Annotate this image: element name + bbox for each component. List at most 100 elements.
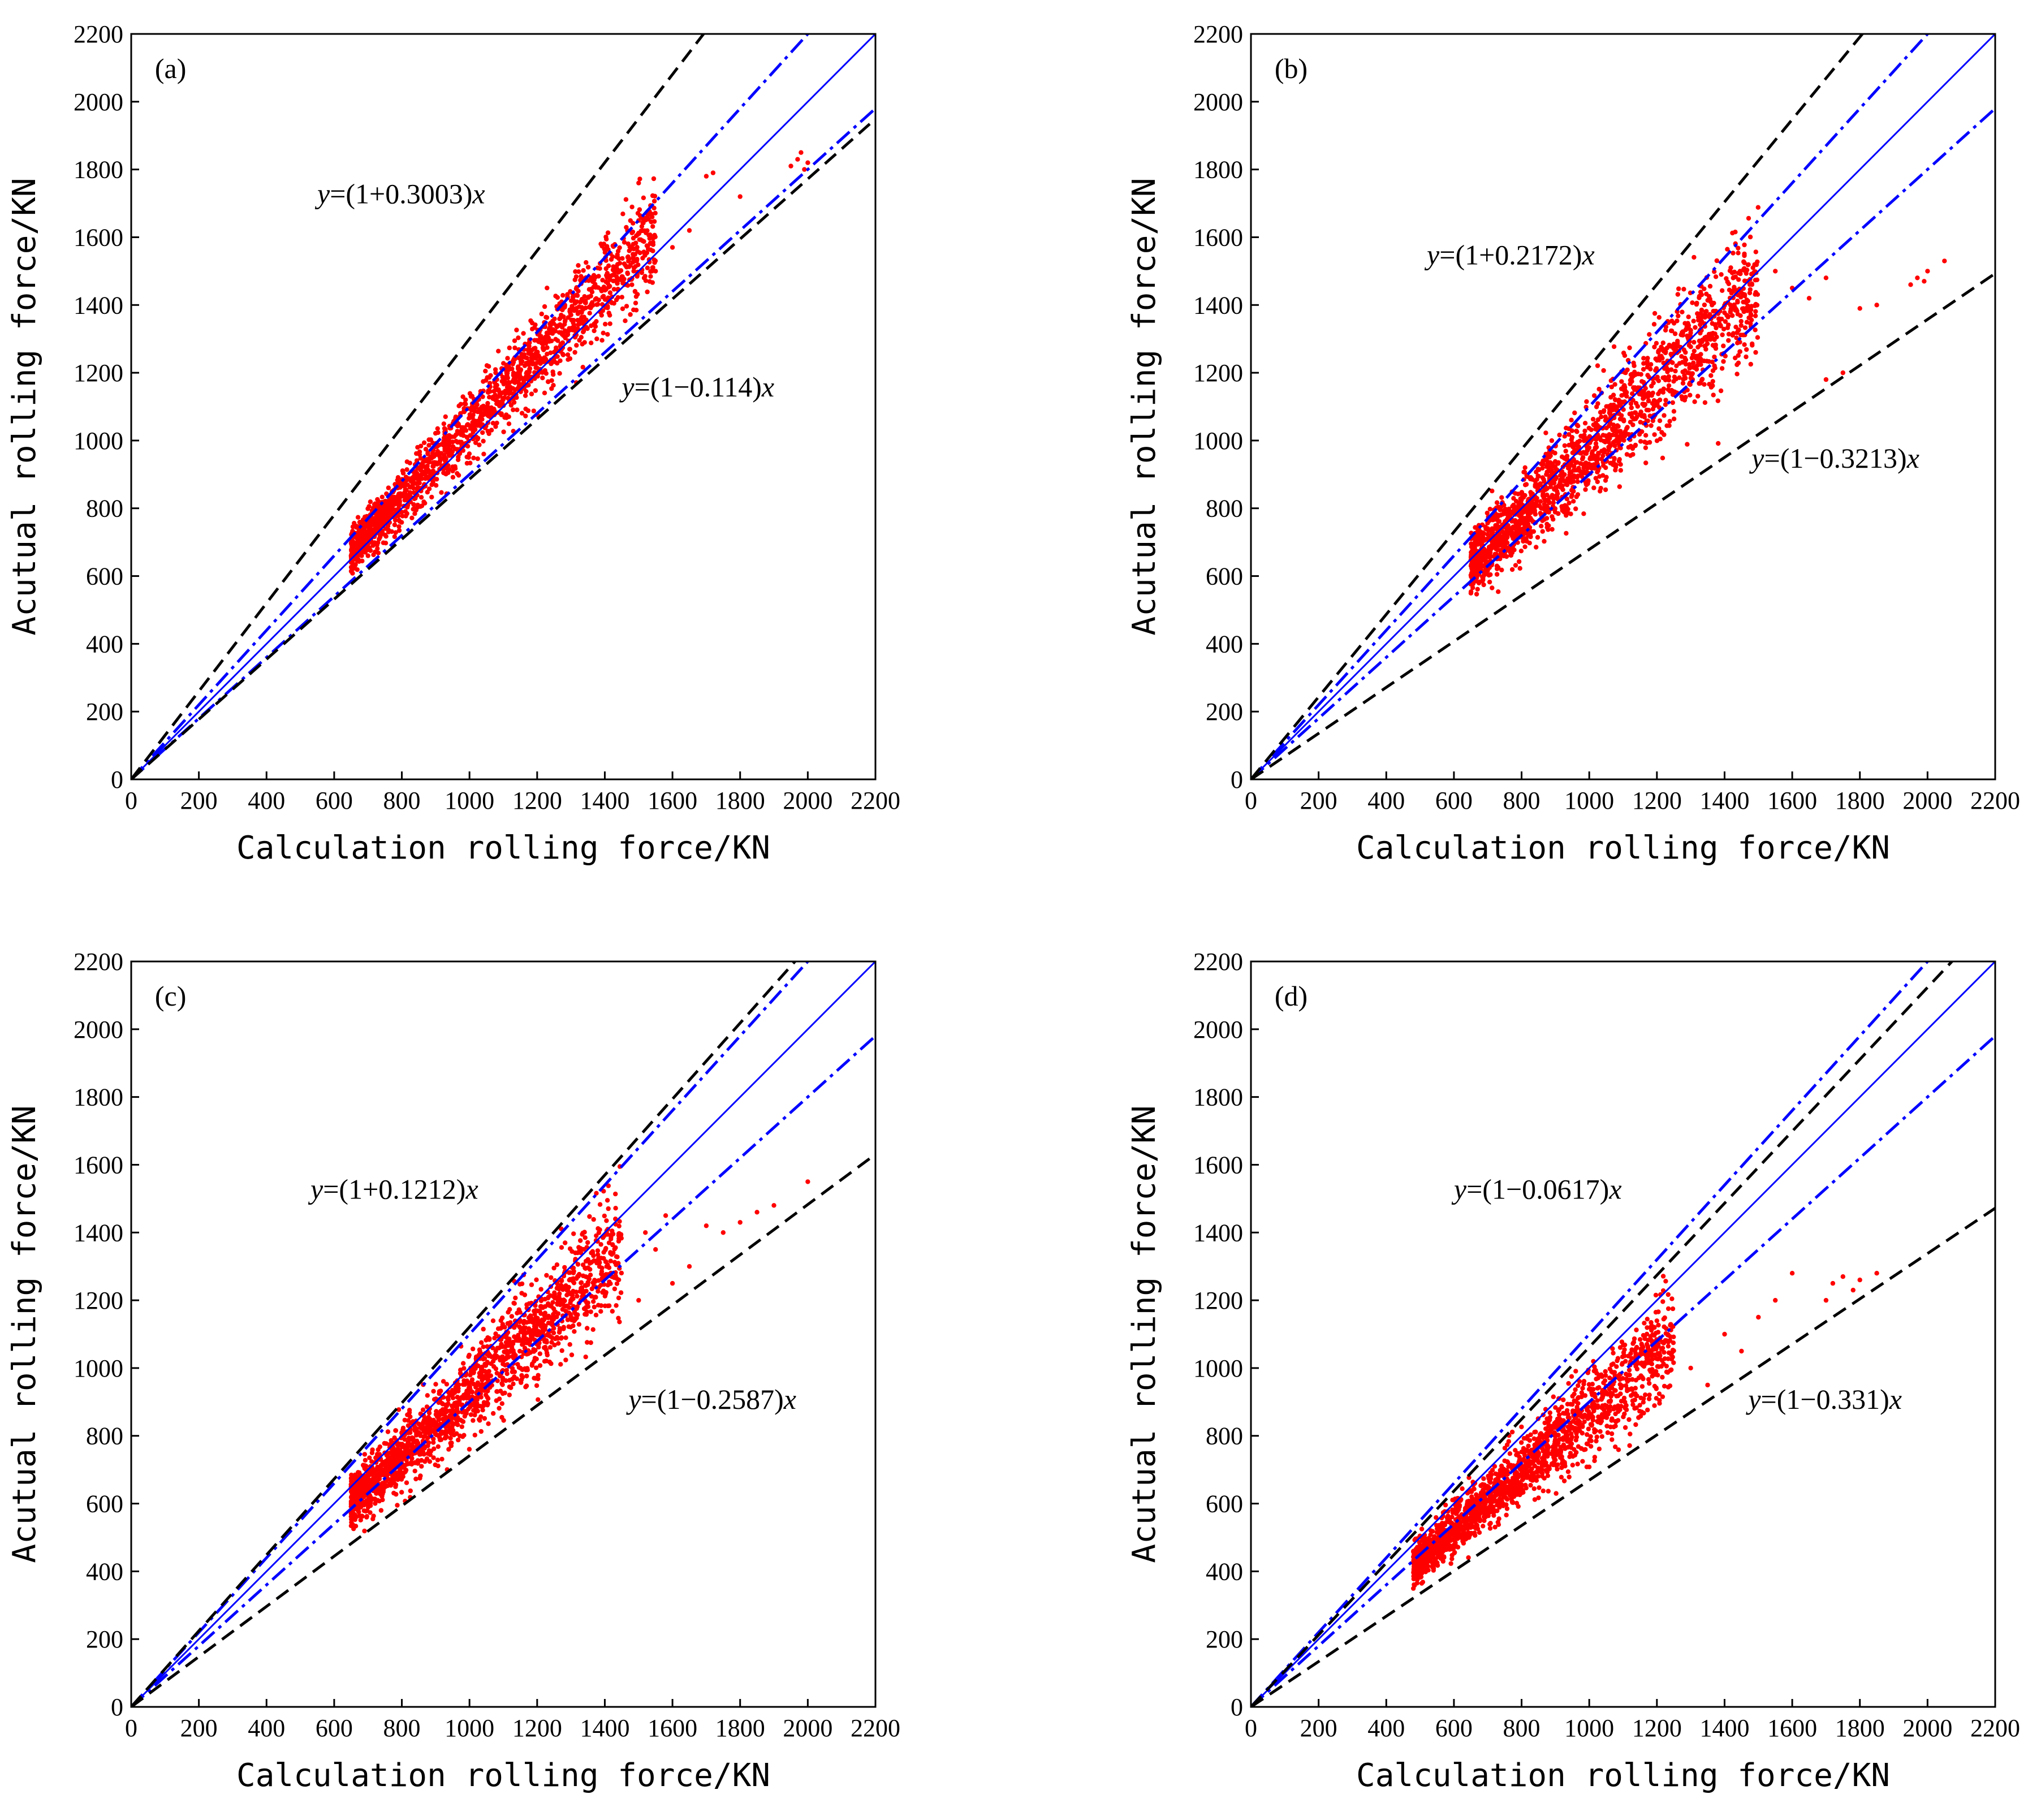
data-point [1544,469,1550,475]
data-point [400,481,405,486]
data-point [535,374,540,379]
data-point [1717,316,1722,321]
data-point [1516,502,1521,507]
data-point [1530,507,1536,512]
data-point [1742,325,1748,330]
data-point [1621,383,1626,389]
data-point [418,495,424,500]
data-point [1702,286,1707,291]
data-point [516,335,521,340]
data-point [629,204,635,210]
data-point [623,318,628,324]
data-point [1517,566,1522,571]
data-point [507,1339,512,1344]
data-point [421,440,427,445]
data-point [549,386,554,391]
data-point [1569,493,1574,498]
data-point [1702,400,1708,405]
data-point [527,343,532,349]
data-point [378,1508,384,1513]
data-point [1539,506,1544,511]
data-point [1840,370,1845,376]
data-point [579,297,585,302]
data-point [1505,534,1510,540]
data-point [1578,433,1583,439]
data-point [1560,483,1565,489]
data-point [594,336,599,342]
data-point [515,407,520,412]
data-point [1671,342,1676,347]
data-point [441,421,446,426]
reference-line-upper-bound [131,34,706,779]
data-point [591,284,596,290]
data-point [635,274,640,279]
data-point [424,1456,430,1461]
data-point [418,474,423,479]
data-point [567,1342,572,1347]
data-point [1629,405,1634,411]
y-tick-label: 1600 [1193,223,1243,251]
data-point [471,425,477,430]
data-point [609,1235,614,1240]
data-point [409,515,415,520]
data-point [1693,356,1699,361]
data-point [472,1433,477,1438]
data-point [650,265,655,270]
data-point [506,421,512,426]
data-point [1494,572,1500,577]
y-tick-label: 600 [86,563,123,590]
x-tick-label: 2000 [783,787,832,814]
data-point [464,454,469,460]
data-point [443,426,448,432]
data-point [1565,478,1570,484]
data-point [635,245,640,250]
data-point [1535,473,1541,478]
data-point [512,345,517,351]
data-point [527,1301,532,1306]
x-tick-label: 1800 [1835,787,1885,814]
data-point [583,1355,588,1360]
data-point [408,1488,413,1494]
data-point [1581,511,1586,516]
data-point [1600,453,1606,459]
data-point [471,1346,476,1352]
data-point [430,455,435,460]
data-point [557,316,562,321]
data-point [595,301,601,307]
data-point [376,540,381,545]
data-point [622,277,627,282]
data-point [1697,295,1702,300]
data-point [1660,340,1665,346]
data-point [1549,438,1555,443]
data-point [578,318,583,323]
data-point [519,411,525,416]
data-point [1679,354,1684,359]
data-point [386,485,391,490]
data-point [799,150,804,155]
data-point [1747,234,1753,240]
data-point [557,1326,563,1331]
data-point [544,1273,549,1278]
data-point [1915,275,1920,281]
data-point [1741,268,1746,273]
data-point [1733,307,1739,312]
data-point [456,1437,461,1443]
data-point [1714,334,1719,340]
x-tick-label: 1400 [1699,787,1749,814]
data-point [1654,438,1660,443]
data-point [1590,449,1595,454]
data-point [1593,476,1598,481]
data-point [1654,376,1659,381]
data-point [610,1309,615,1314]
data-point [574,343,579,348]
data-point [571,1288,576,1294]
data-point [1908,282,1913,287]
y-tick-label: 1200 [74,359,123,387]
data-point [641,195,646,200]
data-point [1519,530,1524,535]
data-point [1738,333,1744,338]
x-tick-label: 1600 [648,787,697,814]
data-point [1501,553,1507,559]
data-point [553,1309,558,1314]
data-point [1716,441,1721,446]
